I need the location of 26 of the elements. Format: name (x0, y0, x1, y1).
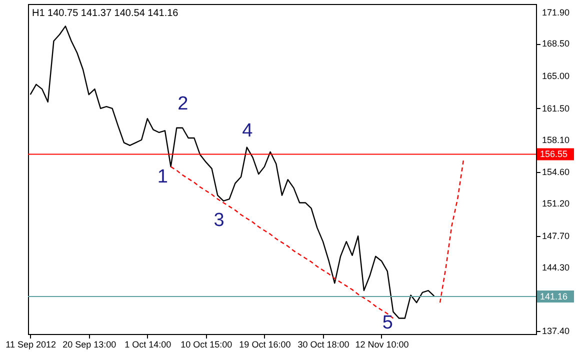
annotation: 3 (214, 210, 224, 231)
x-tick-label: 20 Sep 13:00 (62, 340, 116, 350)
y-tick-label: 147.70 (542, 231, 570, 242)
y-tick-label: 168.50 (542, 38, 570, 49)
x-tick-label: 30 Oct 18:00 (298, 340, 350, 350)
y-tick-label: 137.40 (542, 326, 570, 336)
x-tick-label: 1 Oct 14:00 (124, 340, 172, 350)
annotation: 4 (242, 120, 254, 142)
x-tick-label: 10 Oct 15:00 (180, 340, 232, 350)
y-tick-label: 161.50 (542, 103, 570, 114)
y-tick-label: 154.60 (542, 167, 570, 178)
annotation: 5 (382, 312, 393, 334)
x-tick-label: 12 Nov 10:00 (355, 340, 409, 350)
annotation: 2 (178, 94, 188, 115)
ref-line-label: 156.55 (540, 149, 568, 160)
y-tick-label: 165.00 (542, 71, 570, 82)
x-tick-label: 11 Sep 2012 (6, 340, 56, 350)
x-tick-label: 19 Oct 16:00 (239, 340, 291, 350)
line-series (439, 160, 464, 304)
y-tick-label: 171.90 (542, 7, 570, 18)
annotation: 1 (157, 166, 168, 188)
y-tick-label: 144.30 (542, 262, 570, 272)
chart-title: H1 140.75 141.37 140.54 141.16 (32, 8, 179, 19)
y-tick-label: 151.20 (542, 198, 570, 209)
y-tick-label: 158.10 (542, 134, 570, 145)
ref-line-label: 141.16 (540, 291, 568, 302)
